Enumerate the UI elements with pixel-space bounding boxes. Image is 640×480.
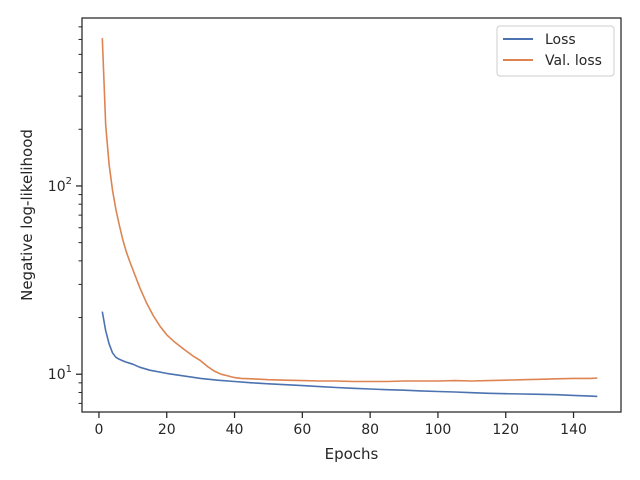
series-line-val-loss	[101, 38, 598, 383]
y-tick-label: 101	[48, 364, 72, 383]
legend: Loss Val. loss	[496, 25, 615, 77]
y-axis-label: Negative log-likelihood	[18, 129, 36, 301]
x-tick-label: 80	[361, 422, 379, 438]
x-tick-label: 60	[293, 422, 311, 438]
x-tick-label: 120	[492, 422, 519, 438]
series-line-loss	[101, 311, 598, 398]
x-tick-label: 140	[560, 422, 587, 438]
plot-lines	[101, 38, 598, 398]
plot-frame	[81, 17, 622, 413]
legend-label-val-loss: Val. loss	[545, 53, 602, 69]
legend-label-loss: Loss	[545, 32, 576, 48]
x-tick-label: 20	[158, 422, 176, 438]
x-tick-label: 100	[425, 422, 452, 438]
x-axis-label: Epochs	[325, 445, 379, 463]
x-tick-label: 40	[226, 422, 244, 438]
y-tick-label: 102	[48, 176, 72, 195]
y-axis: 101 102	[48, 26, 82, 404]
x-tick-label: 0	[94, 422, 103, 438]
x-axis: 0 20 40 60 80 100 120 140	[94, 412, 587, 438]
